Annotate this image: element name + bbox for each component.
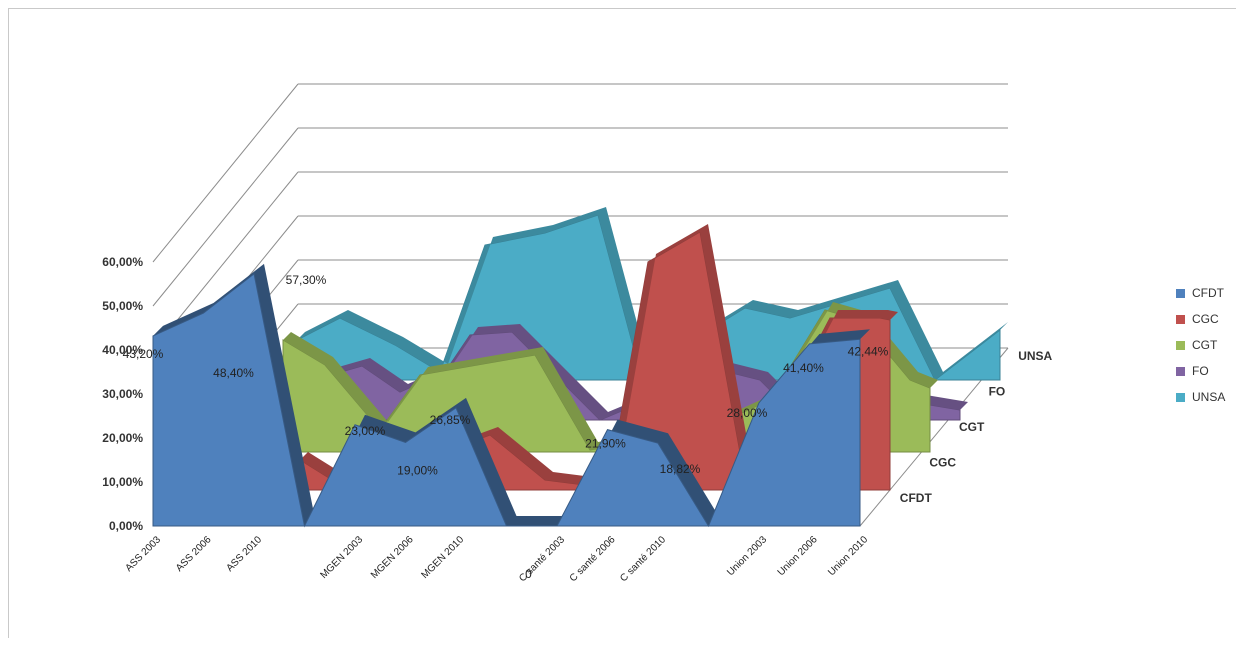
- x-tick-label: C santé 2006: [568, 534, 618, 584]
- legend-label: CGT: [1192, 338, 1218, 352]
- x-tick-label: Union 2006: [776, 534, 820, 578]
- series-axis-label: CGC: [929, 456, 956, 470]
- area-rim-unsa: [297, 207, 1008, 380]
- series-axis-label: FO: [989, 384, 1006, 398]
- x-tick-label: MGEN 2010: [419, 534, 466, 581]
- gridline-left-wall: [152, 83, 299, 263]
- x-tick-label: ASS 2010: [224, 534, 264, 574]
- x-tick-label: C santé 2010: [618, 534, 668, 584]
- x-tick-label: Union 2003: [725, 534, 769, 578]
- series-axis-label: CFDT: [900, 491, 933, 505]
- y-tick-label: 50,00%: [102, 299, 143, 313]
- legend-swatch: [1176, 340, 1185, 350]
- gridline-left-wall: [152, 127, 299, 307]
- legend-item: CFDT: [1176, 280, 1225, 306]
- data-label: 26,85%: [430, 413, 471, 427]
- legend-label: CGC: [1192, 312, 1219, 326]
- data-label: 18,82%: [660, 462, 701, 476]
- x-tick-label: Union 2010: [826, 534, 870, 578]
- data-label: 42,44%: [848, 344, 889, 358]
- legend-swatch: [1176, 288, 1185, 298]
- y-tick-label: 40,00%: [102, 343, 143, 357]
- legend-swatch: [1176, 314, 1185, 324]
- legend-swatch: [1176, 392, 1185, 402]
- chart-front-series-cfdt: [152, 263, 870, 528]
- legend-item: FO: [1176, 358, 1225, 384]
- data-label: 21,90%: [585, 437, 626, 451]
- legend-item: UNSA: [1176, 384, 1225, 410]
- x-tick-label: ASS 2003: [123, 534, 163, 574]
- x-tick-label: ASS 2006: [174, 534, 214, 574]
- y-tick-label: 60,00%: [102, 255, 143, 269]
- data-label: 41,40%: [783, 361, 824, 375]
- chart-legend: CFDT CGC CGT FO UNSA: [1176, 280, 1225, 410]
- x-tick-label: C santé 2003: [517, 534, 567, 584]
- series-axis-label: UNSA: [1018, 349, 1052, 363]
- data-label: 0: [525, 567, 532, 581]
- data-label: 19,00%: [397, 463, 438, 477]
- legend-label: CFDT: [1192, 286, 1224, 300]
- legend-swatch: [1176, 366, 1185, 376]
- legend-label: FO: [1192, 364, 1209, 378]
- data-label: 43,20%: [123, 347, 164, 361]
- series-axis-label: CGT: [959, 420, 985, 434]
- data-label: 48,40%: [213, 366, 254, 380]
- y-tick-label: 10,00%: [102, 475, 143, 489]
- legend-item: CGT: [1176, 332, 1225, 358]
- chart-frame: [8, 8, 1236, 638]
- legend-label: UNSA: [1192, 390, 1226, 404]
- data-label: 57,30%: [286, 273, 327, 287]
- y-tick-label: 0,00%: [109, 519, 143, 533]
- data-label: 28,00%: [727, 406, 768, 420]
- chart-3d-area: 43,20% 48,40% 57,30% 23,00% 19,00% 26,85% 0 21,…: [102, 83, 1053, 584]
- data-label: 23,00%: [345, 424, 386, 438]
- x-tick-label: MGEN 2003: [318, 534, 365, 581]
- y-tick-label: 30,00%: [102, 387, 143, 401]
- y-tick-label: 20,00%: [102, 431, 143, 445]
- area-cfdt: [152, 272, 861, 528]
- legend-item: CGC: [1176, 306, 1225, 332]
- x-tick-label: MGEN 2006: [369, 534, 416, 581]
